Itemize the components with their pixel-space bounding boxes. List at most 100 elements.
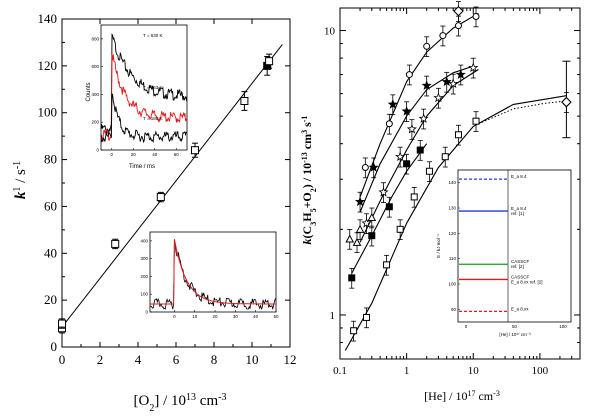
data-point-square bbox=[425, 167, 433, 175]
y-tick-label: 0 bbox=[51, 339, 58, 354]
y-tick-label: 140 bbox=[38, 11, 58, 26]
data-point-star bbox=[355, 196, 366, 207]
inset-bottom-traces bbox=[149, 239, 277, 310]
data-point-triangle bbox=[355, 224, 365, 233]
right-inset-xlabel: [He] / 10¹⁷ cm⁻³ bbox=[499, 332, 531, 337]
x-tick-label: 6 bbox=[173, 352, 180, 367]
inset-x-tick-label: 60 bbox=[174, 152, 180, 157]
inset-trace bbox=[100, 93, 188, 144]
inset-y-tick-label: 800 bbox=[91, 36, 99, 41]
data-point-star bbox=[395, 151, 406, 162]
y-tick-label: 100 bbox=[38, 105, 58, 120]
right-xlabel: [He] / 1017 cm-3 bbox=[424, 389, 500, 404]
inset-bottom: 0 10 20 30 40 50 0 100 200 300 400 bbox=[140, 231, 279, 319]
y-tick-label: 1 bbox=[330, 310, 336, 322]
data-point-square-filled bbox=[416, 146, 424, 154]
x-tick-label: 0 bbox=[59, 352, 66, 367]
data-point-star bbox=[401, 105, 412, 116]
data-point-diamond bbox=[453, 5, 464, 17]
inset-level-label: CASSCF bbox=[511, 274, 530, 279]
inset-x-tick-label: 0 bbox=[173, 314, 176, 319]
data-point-square bbox=[383, 261, 391, 269]
data-point-star bbox=[468, 62, 479, 73]
data-point-star bbox=[368, 162, 379, 172]
data-point-circle bbox=[454, 22, 462, 30]
inset-x-tick-label: 0 bbox=[110, 152, 113, 157]
y-tick-label: 10 bbox=[324, 26, 336, 38]
inset-level-label: CASSCF bbox=[511, 259, 530, 264]
inset-top-label-0: T = 630 K bbox=[143, 33, 163, 38]
data-point-square bbox=[472, 117, 480, 125]
data-point bbox=[58, 319, 66, 328]
data-point-star bbox=[433, 92, 444, 103]
inset-bottom-ticks: 0 10 20 30 40 50 0 100 200 300 400 bbox=[140, 238, 279, 319]
inset-trace bbox=[149, 241, 277, 310]
x-tick-label: 10 bbox=[246, 352, 259, 367]
data-point-circle bbox=[472, 13, 480, 21]
x-tick-label: 2 bbox=[97, 352, 104, 367]
data-point bbox=[156, 193, 165, 202]
fit-curve bbox=[359, 65, 474, 213]
x-tick-label: 4 bbox=[135, 352, 142, 367]
inset-trace bbox=[100, 54, 188, 141]
inset-bottom-frame bbox=[149, 231, 277, 313]
right-data-points bbox=[345, 1, 572, 342]
inset-y-tick-label: 400 bbox=[91, 92, 99, 97]
data-point-circle bbox=[405, 71, 413, 79]
data-point-star bbox=[455, 69, 466, 79]
inset-fit-trace bbox=[150, 239, 276, 305]
inset-level-label: E_a 8.4 bbox=[511, 206, 527, 211]
inset-x-tick-label: 20 bbox=[213, 314, 219, 319]
inset-top-label-1: T = 363 K bbox=[143, 85, 163, 90]
inset-top-ylabel: Counts bbox=[86, 82, 92, 101]
inset-level-sublabel: ref. [2] bbox=[511, 264, 524, 269]
y-tick-label: 20 bbox=[44, 292, 57, 307]
data-point-star bbox=[387, 99, 398, 109]
inset-x-tick-label: 100 bbox=[559, 324, 567, 329]
inset-level-label: E_a 8.xx bbox=[511, 306, 529, 311]
data-point-square-filled bbox=[385, 203, 393, 211]
inset-x-tick-label: 20 bbox=[131, 152, 137, 157]
data-point-square bbox=[410, 193, 418, 201]
x-tick-label: 1 bbox=[404, 365, 410, 377]
data-point-square bbox=[363, 313, 371, 321]
inset-level-sublabel: ref. [1] bbox=[511, 211, 524, 216]
data-point-square bbox=[441, 153, 449, 161]
inset-level-sublabel: E_a 8.xx ref. [2] bbox=[511, 279, 543, 284]
inset-y-tick-label: 300 bbox=[140, 256, 148, 261]
inset-y-tick-label: 0 bbox=[145, 310, 148, 315]
inset-y-tick-label: 600 bbox=[91, 64, 99, 69]
inset-y-tick-label: 200 bbox=[140, 274, 148, 279]
inset-level-label: E_a 8.4 bbox=[511, 174, 527, 179]
x-tick-label: 10 bbox=[468, 365, 480, 377]
inset-y-tick-label: 90 bbox=[451, 307, 457, 312]
data-point-square bbox=[350, 327, 358, 335]
data-point-star bbox=[418, 113, 429, 123]
y-tick-label: 120 bbox=[38, 58, 58, 73]
inset-top-traces bbox=[100, 33, 188, 144]
data-point-triangle bbox=[367, 212, 377, 222]
left-ylabel: k1 / s-1 bbox=[12, 161, 30, 199]
x-tick-label: 100 bbox=[532, 365, 549, 377]
right-inset-ylabel: E / kJ mol⁻¹ bbox=[436, 234, 441, 258]
data-point-square bbox=[454, 131, 462, 139]
data-point-square-filled bbox=[348, 274, 356, 282]
data-point-star bbox=[441, 76, 452, 87]
inset-y-tick-label: 100 bbox=[140, 292, 148, 297]
inset-x-tick-label: 40 bbox=[152, 152, 158, 157]
inset-x-tick-label: 50 bbox=[512, 324, 518, 329]
inset-y-tick-label: 100 bbox=[448, 282, 456, 287]
data-point-triangle bbox=[345, 234, 355, 243]
data-point-circle bbox=[385, 120, 393, 128]
inset-y-tick-label: 400 bbox=[140, 238, 148, 243]
x-tick-label: 12 bbox=[284, 352, 297, 367]
inset-y-tick-label: 0 bbox=[96, 148, 99, 153]
data-point-star bbox=[361, 217, 372, 228]
inset-y-tick-label: 130 bbox=[448, 206, 456, 211]
